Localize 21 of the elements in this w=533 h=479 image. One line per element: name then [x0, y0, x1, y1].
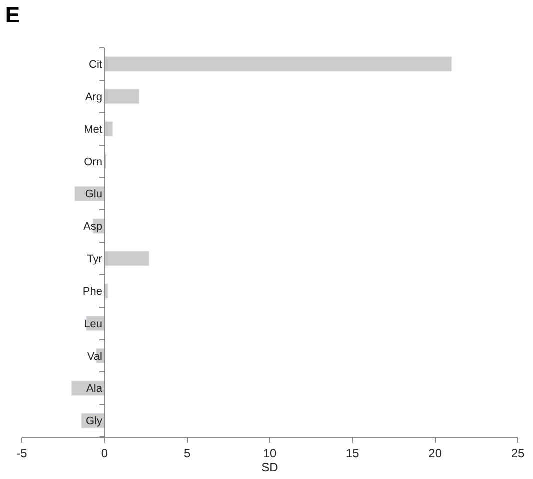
y-tick-label: Arg	[85, 91, 102, 104]
x-tick-label: 10	[263, 446, 277, 460]
y-tick-label: Leu	[84, 318, 102, 330]
y-tick-label: Glu	[85, 188, 102, 201]
y-tick-label: Val	[87, 350, 102, 363]
y-tick-label: Tyr	[87, 254, 103, 266]
y-tick-label: Gly	[86, 416, 103, 428]
x-axis-title: SD	[262, 460, 279, 474]
y-tick-label: Orn	[84, 156, 102, 168]
y-tick-label: Met	[84, 124, 102, 136]
y-tick-label: Asp	[84, 221, 102, 234]
x-tick-label: 0	[101, 446, 108, 460]
x-tick-label: -5	[16, 446, 28, 460]
x-tick-label: 15	[346, 446, 360, 460]
y-tick-label: Cit	[89, 59, 102, 72]
chart-title: E	[5, 2, 20, 28]
y-tick-label: Phe	[82, 286, 102, 298]
y-tick-label: Ala	[86, 383, 104, 396]
x-tick-label: 5	[184, 446, 191, 460]
x-tick-label: 25	[511, 446, 525, 460]
x-tick-label: 20	[428, 446, 442, 460]
